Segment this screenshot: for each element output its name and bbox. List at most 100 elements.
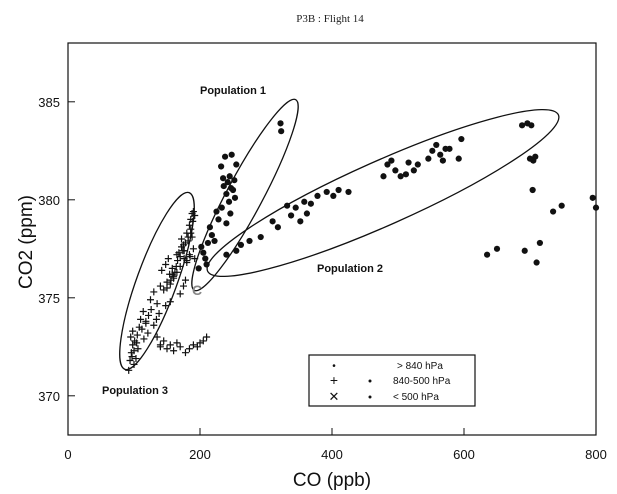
data-point-plus <box>162 260 170 268</box>
data-point-dot <box>204 239 212 247</box>
data-point-dot <box>484 251 491 258</box>
data-point-plus <box>183 257 191 265</box>
data-point-dot <box>429 147 436 154</box>
legend-marker-cross-dot <box>368 395 372 399</box>
data-point-plus <box>155 309 163 317</box>
data-point-dot <box>345 188 352 196</box>
data-point-dot <box>257 233 264 241</box>
data-point-dot <box>458 135 465 143</box>
data-point-dot <box>533 259 540 266</box>
data-point-dot <box>278 128 285 135</box>
data-point-dot <box>218 163 225 170</box>
data-point-dot <box>211 237 218 245</box>
legend-range-plus: 840-500 hPa <box>393 376 451 387</box>
data-point-plus <box>160 337 168 345</box>
data-point-plus <box>130 347 138 355</box>
data-point-dot <box>215 216 222 223</box>
population-3-label: Population 3 <box>102 385 168 397</box>
data-point-dot <box>287 212 295 219</box>
legend-range-dot: > 840 hPa <box>397 361 443 372</box>
data-point-plus <box>156 282 164 290</box>
data-point-dot <box>225 198 233 205</box>
data-point-plus <box>170 274 178 282</box>
data-point-plus <box>186 253 194 261</box>
data-point-dot <box>529 186 536 194</box>
data-point-dot <box>269 218 276 225</box>
data-point-dot <box>405 159 412 166</box>
data-point-plus <box>191 211 199 219</box>
data-point-dot <box>237 241 245 248</box>
data-point-dot <box>330 192 337 199</box>
data-point-dot <box>274 224 281 231</box>
data-point-plus <box>150 288 158 296</box>
legend: • > 840 hPa + 840-500 hPa ✕ < 500 hPa <box>308 354 476 407</box>
data-point-dot <box>592 204 600 211</box>
data-point-plus <box>156 341 164 349</box>
x-tick-label: 800 <box>585 447 607 462</box>
legend-range-cross: < 500 hPa <box>393 392 439 403</box>
data-point-dot <box>220 182 227 190</box>
data-point-plus <box>152 315 160 323</box>
data-point-plus <box>203 333 211 341</box>
data-marks <box>125 120 600 374</box>
data-point-plus <box>193 343 201 351</box>
data-point-dot <box>198 243 205 250</box>
data-point-plus <box>153 300 161 308</box>
data-point-plus <box>180 241 187 249</box>
data-point-dot <box>335 186 342 194</box>
data-point-plus <box>125 366 133 374</box>
data-point-plus <box>138 325 146 333</box>
y-axis-label: CO2 (ppm) <box>16 195 37 289</box>
data-point-plus <box>173 251 181 259</box>
data-point-dot <box>392 167 399 174</box>
data-point-plus <box>176 290 184 298</box>
data-point-plus <box>178 235 186 243</box>
point-c-label: C <box>192 282 202 298</box>
data-point-dot <box>220 175 227 182</box>
data-point-plus <box>166 298 174 306</box>
data-point-dot <box>397 173 404 180</box>
data-point-dot <box>231 177 238 184</box>
y-axis: 370 375 380 385 <box>38 95 75 404</box>
data-point-dot <box>301 198 308 205</box>
data-point-plus <box>187 229 195 237</box>
data-point-plus <box>127 333 135 341</box>
data-point-plus <box>142 317 150 325</box>
data-point-plus <box>168 264 176 272</box>
y-tick-label: 375 <box>38 291 60 306</box>
data-point-dot <box>228 151 235 158</box>
data-point-dot <box>224 179 231 186</box>
data-point-dot <box>307 200 314 207</box>
data-point-dot <box>292 204 299 211</box>
data-point-dot <box>218 204 225 211</box>
data-point-plus <box>188 233 196 241</box>
data-point-plus <box>133 339 141 347</box>
data-point-plus <box>199 337 207 345</box>
data-point-dot <box>402 171 410 178</box>
data-point-plus <box>166 280 174 288</box>
x-tick-label: 400 <box>321 447 343 462</box>
data-point-dot <box>213 208 220 215</box>
data-point-plus <box>140 335 148 343</box>
data-point-dot <box>437 151 444 158</box>
x-tick-label: 600 <box>453 447 475 462</box>
data-point-plus <box>129 327 137 335</box>
data-point-dot <box>536 239 544 247</box>
data-point-plus <box>163 284 171 292</box>
legend-box <box>308 354 476 407</box>
data-point-plus <box>181 349 189 357</box>
data-point-plus <box>150 321 158 329</box>
data-point-plus <box>191 255 199 263</box>
data-point-dot <box>231 194 239 201</box>
data-point-dot <box>223 190 230 198</box>
data-point-dot <box>221 153 229 160</box>
population-2-label: Population 2 <box>317 263 383 275</box>
x-axis-label: CO (ppb) <box>293 470 371 491</box>
data-point-dot <box>277 120 284 127</box>
data-point-dot <box>246 237 253 245</box>
data-point-dot <box>297 218 304 225</box>
data-point-plus <box>181 276 189 284</box>
data-point-dot <box>223 251 230 258</box>
data-point-plus <box>189 217 197 225</box>
x-axis: 0 200 400 600 800 <box>64 428 607 462</box>
